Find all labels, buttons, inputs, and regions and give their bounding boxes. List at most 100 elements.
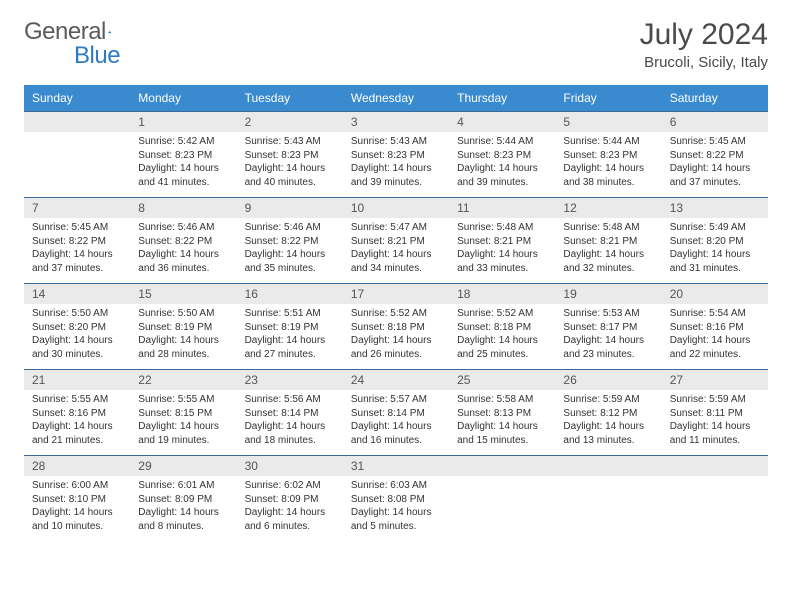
day-content: Sunrise: 5:43 AMSunset: 8:23 PMDaylight:… — [237, 132, 343, 195]
weekday-saturday: Saturday — [662, 85, 768, 112]
day-content: Sunrise: 5:59 AMSunset: 8:11 PMDaylight:… — [662, 390, 768, 453]
day-cell: 10Sunrise: 5:47 AMSunset: 8:21 PMDayligh… — [343, 198, 449, 284]
week-row: 7Sunrise: 5:45 AMSunset: 8:22 PMDaylight… — [24, 198, 768, 284]
day-content: Sunrise: 5:46 AMSunset: 8:22 PMDaylight:… — [130, 218, 236, 281]
day-cell — [662, 456, 768, 542]
day-cell: 27Sunrise: 5:59 AMSunset: 8:11 PMDayligh… — [662, 370, 768, 456]
day-cell: 4Sunrise: 5:44 AMSunset: 8:23 PMDaylight… — [449, 112, 555, 198]
day-cell: 15Sunrise: 5:50 AMSunset: 8:19 PMDayligh… — [130, 284, 236, 370]
day-content: Sunrise: 5:48 AMSunset: 8:21 PMDaylight:… — [449, 218, 555, 281]
week-row: 14Sunrise: 5:50 AMSunset: 8:20 PMDayligh… — [24, 284, 768, 370]
weekday-thursday: Thursday — [449, 85, 555, 112]
weekday-wednesday: Wednesday — [343, 85, 449, 112]
day-number: 5 — [555, 112, 661, 132]
day-content: Sunrise: 5:48 AMSunset: 8:21 PMDaylight:… — [555, 218, 661, 281]
day-cell — [24, 112, 130, 198]
day-content: Sunrise: 5:47 AMSunset: 8:21 PMDaylight:… — [343, 218, 449, 281]
day-content: Sunrise: 5:56 AMSunset: 8:14 PMDaylight:… — [237, 390, 343, 453]
day-number: 14 — [24, 284, 130, 304]
day-content: Sunrise: 5:57 AMSunset: 8:14 PMDaylight:… — [343, 390, 449, 453]
day-cell: 6Sunrise: 5:45 AMSunset: 8:22 PMDaylight… — [662, 112, 768, 198]
day-cell: 16Sunrise: 5:51 AMSunset: 8:19 PMDayligh… — [237, 284, 343, 370]
day-content: Sunrise: 5:51 AMSunset: 8:19 PMDaylight:… — [237, 304, 343, 367]
day-content: Sunrise: 5:52 AMSunset: 8:18 PMDaylight:… — [343, 304, 449, 367]
day-number: 17 — [343, 284, 449, 304]
day-cell: 12Sunrise: 5:48 AMSunset: 8:21 PMDayligh… — [555, 198, 661, 284]
day-cell: 14Sunrise: 5:50 AMSunset: 8:20 PMDayligh… — [24, 284, 130, 370]
day-content: Sunrise: 5:42 AMSunset: 8:23 PMDaylight:… — [130, 132, 236, 195]
day-number: 21 — [24, 370, 130, 390]
day-cell: 21Sunrise: 5:55 AMSunset: 8:16 PMDayligh… — [24, 370, 130, 456]
day-cell: 9Sunrise: 5:46 AMSunset: 8:22 PMDaylight… — [237, 198, 343, 284]
day-content: Sunrise: 5:46 AMSunset: 8:22 PMDaylight:… — [237, 218, 343, 281]
day-number: 18 — [449, 284, 555, 304]
header: General Blue July 2024 Brucoli, Sicily, … — [24, 18, 768, 71]
day-number: 30 — [237, 456, 343, 476]
day-content: Sunrise: 5:55 AMSunset: 8:15 PMDaylight:… — [130, 390, 236, 453]
day-content: Sunrise: 5:53 AMSunset: 8:17 PMDaylight:… — [555, 304, 661, 367]
day-number: 25 — [449, 370, 555, 390]
weekday-tuesday: Tuesday — [237, 85, 343, 112]
day-number — [449, 456, 555, 476]
day-content: Sunrise: 5:52 AMSunset: 8:18 PMDaylight:… — [449, 304, 555, 367]
day-content: Sunrise: 5:58 AMSunset: 8:13 PMDaylight:… — [449, 390, 555, 453]
day-cell: 7Sunrise: 5:45 AMSunset: 8:22 PMDaylight… — [24, 198, 130, 284]
day-cell: 26Sunrise: 5:59 AMSunset: 8:12 PMDayligh… — [555, 370, 661, 456]
day-number: 29 — [130, 456, 236, 476]
week-row: 21Sunrise: 5:55 AMSunset: 8:16 PMDayligh… — [24, 370, 768, 456]
day-number: 11 — [449, 198, 555, 218]
day-cell: 28Sunrise: 6:00 AMSunset: 8:10 PMDayligh… — [24, 456, 130, 542]
day-content: Sunrise: 5:44 AMSunset: 8:23 PMDaylight:… — [555, 132, 661, 195]
day-content: Sunrise: 5:50 AMSunset: 8:20 PMDaylight:… — [24, 304, 130, 367]
location-text: Brucoli, Sicily, Italy — [640, 54, 768, 71]
day-number: 2 — [237, 112, 343, 132]
day-cell: 11Sunrise: 5:48 AMSunset: 8:21 PMDayligh… — [449, 198, 555, 284]
day-number — [24, 112, 130, 132]
day-content: Sunrise: 5:45 AMSunset: 8:22 PMDaylight:… — [24, 218, 130, 281]
day-number: 8 — [130, 198, 236, 218]
day-number: 4 — [449, 112, 555, 132]
day-number: 19 — [555, 284, 661, 304]
day-number: 7 — [24, 198, 130, 218]
brand-logo: General Blue — [24, 18, 132, 46]
weekday-friday: Friday — [555, 85, 661, 112]
day-cell: 2Sunrise: 5:43 AMSunset: 8:23 PMDaylight… — [237, 112, 343, 198]
day-content: Sunrise: 5:59 AMSunset: 8:12 PMDaylight:… — [555, 390, 661, 453]
day-cell: 20Sunrise: 5:54 AMSunset: 8:16 PMDayligh… — [662, 284, 768, 370]
weekday-header-row: SundayMondayTuesdayWednesdayThursdayFrid… — [24, 85, 768, 112]
day-content: Sunrise: 5:54 AMSunset: 8:16 PMDaylight:… — [662, 304, 768, 367]
day-cell: 13Sunrise: 5:49 AMSunset: 8:20 PMDayligh… — [662, 198, 768, 284]
day-cell: 29Sunrise: 6:01 AMSunset: 8:09 PMDayligh… — [130, 456, 236, 542]
day-content: Sunrise: 5:44 AMSunset: 8:23 PMDaylight:… — [449, 132, 555, 195]
day-cell: 18Sunrise: 5:52 AMSunset: 8:18 PMDayligh… — [449, 284, 555, 370]
weekday-sunday: Sunday — [24, 85, 130, 112]
day-content: Sunrise: 6:01 AMSunset: 8:09 PMDaylight:… — [130, 476, 236, 539]
day-cell: 23Sunrise: 5:56 AMSunset: 8:14 PMDayligh… — [237, 370, 343, 456]
day-cell — [555, 456, 661, 542]
day-number: 15 — [130, 284, 236, 304]
day-number: 28 — [24, 456, 130, 476]
day-content: Sunrise: 5:45 AMSunset: 8:22 PMDaylight:… — [662, 132, 768, 195]
day-cell: 31Sunrise: 6:03 AMSunset: 8:08 PMDayligh… — [343, 456, 449, 542]
week-row: 1Sunrise: 5:42 AMSunset: 8:23 PMDaylight… — [24, 112, 768, 198]
day-content: Sunrise: 5:49 AMSunset: 8:20 PMDaylight:… — [662, 218, 768, 281]
day-cell — [449, 456, 555, 542]
day-content: Sunrise: 5:43 AMSunset: 8:23 PMDaylight:… — [343, 132, 449, 195]
day-number: 23 — [237, 370, 343, 390]
day-number — [555, 456, 661, 476]
day-number: 6 — [662, 112, 768, 132]
day-number: 24 — [343, 370, 449, 390]
day-cell: 3Sunrise: 5:43 AMSunset: 8:23 PMDaylight… — [343, 112, 449, 198]
day-content: Sunrise: 5:50 AMSunset: 8:19 PMDaylight:… — [130, 304, 236, 367]
day-cell: 8Sunrise: 5:46 AMSunset: 8:22 PMDaylight… — [130, 198, 236, 284]
day-cell: 25Sunrise: 5:58 AMSunset: 8:13 PMDayligh… — [449, 370, 555, 456]
day-number: 12 — [555, 198, 661, 218]
day-number: 16 — [237, 284, 343, 304]
day-number: 10 — [343, 198, 449, 218]
day-number: 22 — [130, 370, 236, 390]
day-cell: 30Sunrise: 6:02 AMSunset: 8:09 PMDayligh… — [237, 456, 343, 542]
day-cell: 19Sunrise: 5:53 AMSunset: 8:17 PMDayligh… — [555, 284, 661, 370]
month-title: July 2024 — [640, 18, 768, 52]
weekday-monday: Monday — [130, 85, 236, 112]
day-cell: 1Sunrise: 5:42 AMSunset: 8:23 PMDaylight… — [130, 112, 236, 198]
